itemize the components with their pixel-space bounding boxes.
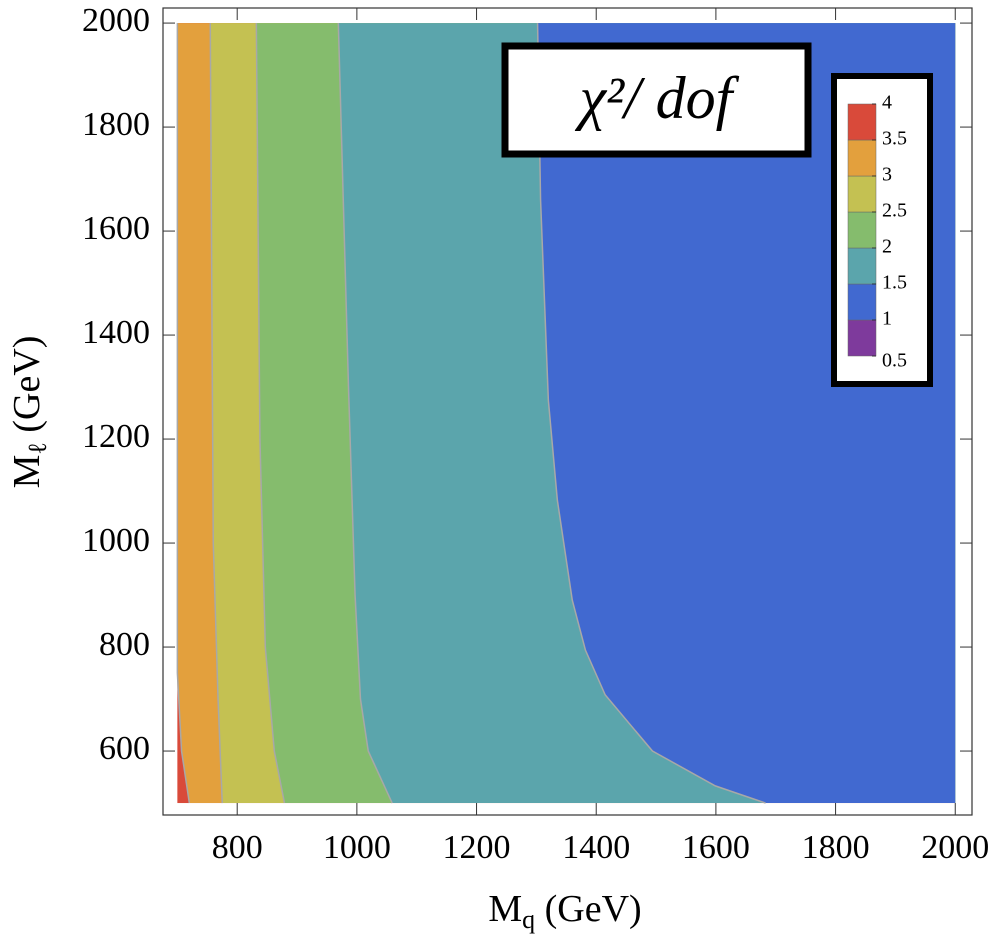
x-tick-label: 1200 (443, 829, 511, 866)
x-axis-title-sub: q (522, 905, 535, 934)
legend-label: 3 (882, 164, 892, 186)
x-tick-label: 1400 (562, 829, 630, 866)
title-box (501, 42, 812, 158)
x-tick-label: 2000 (921, 829, 989, 866)
contour-line (337, 23, 393, 804)
y-axis-title-sub: ℓ (23, 442, 52, 454)
legend-label: 1 (882, 308, 892, 330)
y-tick-label: 1000 (82, 522, 150, 559)
legend-swatch (847, 211, 877, 249)
legend-swatch (847, 247, 877, 285)
legend-label: 2 (882, 236, 892, 258)
y-tick-label: 1400 (82, 314, 150, 351)
x-axis-title-base: M (488, 888, 522, 930)
contour-line (536, 23, 766, 804)
legend-label: 4 (882, 92, 892, 114)
y-tick-label: 600 (99, 730, 150, 767)
y-axis-title-rest: (GeV) (6, 336, 48, 443)
legend-swatch (847, 175, 877, 213)
chart-title: χ²/ dof (575, 65, 740, 131)
y-axis-title: Mℓ (GeV) (6, 336, 52, 489)
legend-swatch (847, 283, 877, 321)
x-axis-title-rest: (GeV) (535, 888, 642, 930)
legend-swatch (847, 139, 877, 177)
legend-label: 3.5 (882, 128, 907, 150)
legend-label: 1.5 (882, 272, 907, 294)
y-tick-label: 2000 (82, 2, 150, 39)
y-tick-label: 1600 (82, 210, 150, 247)
x-tick-label: 1800 (802, 829, 870, 866)
legend-label: 0.5 (882, 350, 907, 372)
x-tick-label: 1000 (323, 829, 391, 866)
legend-swatch (847, 319, 877, 357)
contour-line (176, 23, 191, 804)
contour-line (255, 23, 286, 804)
legend: 0.5 1 1.5 2 2.5 3 3.5 4 (847, 92, 907, 372)
x-tick-label: 1600 (682, 829, 750, 866)
y-tick-label: 1800 (82, 106, 150, 143)
y-tick-label: 1200 (82, 418, 150, 455)
ticks: 800 1000 1200 1400 1600 1800 20006008001000120… (82, 2, 989, 866)
y-tick-label: 800 (99, 626, 150, 663)
x-axis-title: Mq (GeV) (488, 888, 641, 934)
plot-area (176, 23, 956, 804)
contour-line (209, 23, 223, 804)
legend-swatch (847, 103, 877, 141)
legend-label: 2.5 (882, 200, 907, 222)
x-tick-label: 800 (212, 829, 263, 866)
y-axis-title-base: M (6, 455, 48, 489)
frame (162, 7, 973, 816)
